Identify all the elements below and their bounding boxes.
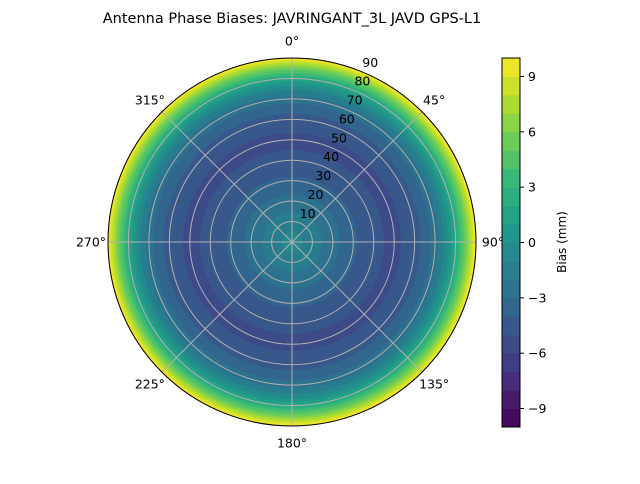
- theta-tick-label: 45°: [423, 92, 445, 107]
- polar-frame: [107, 57, 477, 427]
- theta-gridline: [161, 111, 293, 243]
- theta-gridline: [161, 241, 293, 373]
- colorbar-segment: [502, 150, 520, 170]
- colorbar-segment: [502, 131, 520, 151]
- r-tick-label: 60: [339, 111, 355, 126]
- colorbar: −9 −6 −3 0 3 6 9: [501, 57, 546, 428]
- colorbar-segment: [502, 371, 520, 391]
- r-tick-label: 50: [331, 130, 347, 145]
- colorbar-segment: [502, 390, 520, 410]
- r-tick-label: 90: [362, 55, 378, 70]
- colorbar-tick-label: 0: [528, 235, 536, 250]
- r-tick-label: 30: [315, 168, 331, 183]
- theta-tick-labels: 0° 45° 90° 135° 180° 225° 270° 315°: [76, 34, 504, 451]
- theta-tick-label: 135°: [419, 377, 449, 392]
- r-tick-label: 40: [323, 149, 339, 164]
- theta-tick-label: 225°: [135, 377, 165, 392]
- colorbar-segment: [502, 224, 520, 243]
- colorbar-tick-label: −3: [528, 290, 546, 305]
- r-tick-label: 80: [354, 74, 370, 89]
- colorbar-segment: [502, 58, 520, 77]
- chart-title: Antenna Phase Biases: JAVRINGANT_3L JAVD…: [103, 11, 481, 27]
- colorbar-segment: [502, 297, 520, 317]
- r-tick-label: 70: [347, 93, 363, 108]
- colorbar-tick-label: 6: [528, 124, 536, 139]
- colorbar-segment: [502, 353, 520, 373]
- colorbar-segment: [502, 279, 520, 299]
- theta-tick-label: 0°: [285, 34, 299, 49]
- theta-gridline: [291, 241, 423, 373]
- colorbar-segment: [502, 260, 520, 280]
- colorbar-segment: [502, 316, 520, 336]
- colorbar-segment: [502, 94, 520, 114]
- theta-tick-label: 180°: [277, 436, 307, 451]
- colorbar-segment: [502, 242, 520, 262]
- colorbar-segment: [502, 187, 520, 207]
- polar-grid: [107, 57, 477, 427]
- theta-tick-label: 315°: [135, 92, 165, 107]
- colorbar-segment: [502, 408, 520, 428]
- r-tick-label: 20: [308, 187, 324, 202]
- colorbar-segment: [502, 205, 520, 225]
- colorbar-segment: [502, 113, 520, 133]
- colorbar-tick-label: 3: [528, 180, 536, 195]
- colorbar-segment: [502, 334, 520, 354]
- colorbar-segment: [502, 76, 520, 96]
- r-tick-labels: 10 20 30 40 50 60 70 80 90: [300, 55, 379, 221]
- colorbar-tick-label: 9: [528, 69, 536, 84]
- colorbar-label: Bias (mm): [555, 211, 569, 273]
- colorbar-segment: [502, 168, 520, 188]
- r-tick-label: 10: [300, 206, 316, 221]
- theta-gridline: [291, 111, 423, 243]
- colorbar-tick-label: −9: [528, 401, 546, 416]
- theta-tick-label: 90°: [482, 235, 504, 250]
- theta-tick-label: 270°: [76, 235, 106, 250]
- colorbar-tick-label: −6: [528, 346, 546, 361]
